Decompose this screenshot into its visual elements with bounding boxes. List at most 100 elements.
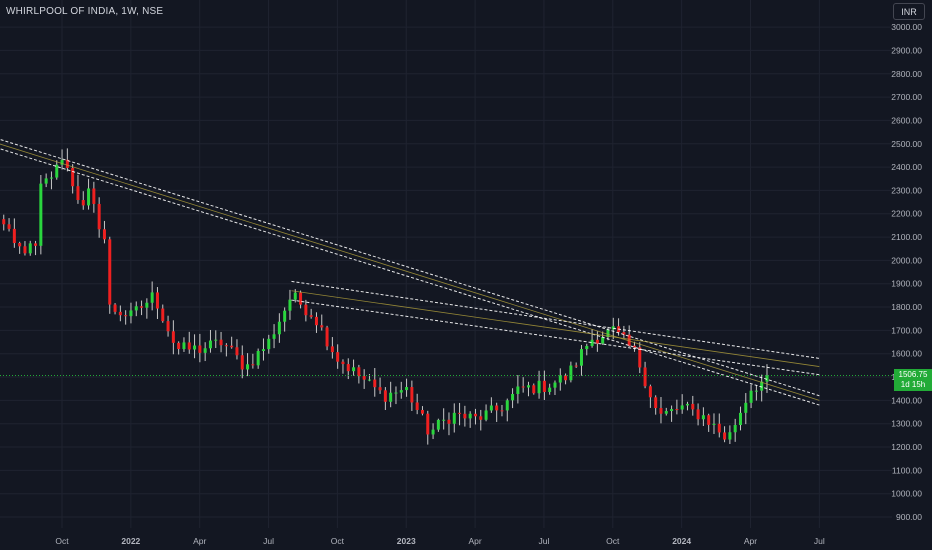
candle-body — [765, 375, 769, 382]
candle-body — [691, 403, 695, 410]
candle-body — [426, 413, 430, 435]
candle-body — [288, 299, 292, 311]
candle-body — [383, 390, 387, 402]
y-tick-label: 1100.00 — [892, 465, 922, 475]
candle-body — [744, 402, 748, 413]
y-tick-label: 2800.00 — [891, 69, 922, 79]
candle-body — [500, 410, 504, 412]
candle-body — [664, 411, 668, 414]
candle-body — [240, 355, 244, 370]
time-axis[interactable]: Oct 2022 Apr Jul Oct 2023 Apr Jul Oct 2024 Apr Jul — [55, 536, 825, 546]
y-tick-label: 2200.00 — [891, 209, 922, 219]
candle-body — [458, 412, 462, 414]
candle-body — [23, 246, 27, 254]
candle-body — [60, 159, 64, 165]
candle-body — [18, 243, 22, 247]
candle-body — [71, 167, 75, 187]
candle-body — [622, 332, 626, 335]
candle-body — [330, 346, 334, 353]
trendline-dashed — [291, 299, 820, 376]
candle-body — [542, 380, 546, 392]
candle-body — [733, 424, 737, 433]
x-tick-label: Apr — [744, 536, 757, 546]
candle-body — [113, 304, 117, 312]
candle-body — [701, 415, 705, 420]
candle-body — [606, 329, 610, 337]
candle-body — [246, 364, 250, 370]
candle-body — [272, 334, 276, 339]
candle-body — [749, 390, 753, 403]
candle-body — [707, 415, 711, 425]
candle-body — [325, 327, 329, 347]
candle-body — [39, 183, 43, 246]
candle-body — [76, 186, 80, 201]
candle-body — [479, 416, 483, 420]
candle-body — [537, 380, 541, 394]
y-tick-label: 2600.00 — [891, 115, 922, 125]
candle-body — [728, 432, 732, 440]
x-tick-label: Oct — [55, 536, 69, 546]
candle-body — [198, 345, 202, 353]
candle-body — [309, 315, 313, 317]
candlestick-series — [2, 148, 769, 445]
candle-body — [489, 405, 493, 411]
currency-button[interactable]: INR — [893, 3, 925, 20]
candle-body — [415, 402, 419, 410]
x-tick-label: Jul — [539, 536, 550, 546]
candle-body — [659, 408, 663, 414]
candle-body — [320, 325, 324, 328]
candle-body — [155, 292, 159, 309]
candle-body — [219, 339, 223, 346]
candle-body — [420, 409, 424, 414]
candle-body — [150, 292, 154, 303]
candle-body — [526, 385, 530, 388]
candle-body — [251, 364, 255, 366]
x-tick-label: Oct — [606, 536, 620, 546]
candle-body — [373, 379, 377, 388]
candle-body — [367, 379, 371, 381]
candle-body — [187, 342, 191, 350]
y-tick-label: 1000.00 — [891, 489, 922, 499]
candle-body — [463, 413, 467, 419]
candle-body — [208, 340, 212, 349]
candle-body — [2, 219, 6, 225]
candle-body — [754, 390, 758, 392]
candle-body — [214, 339, 218, 341]
y-tick-label: 1800.00 — [891, 302, 922, 312]
candle-body — [399, 390, 403, 393]
candle-body — [224, 345, 228, 347]
candle-body — [447, 419, 451, 424]
candle-body — [304, 304, 308, 316]
y-tick-label: 1600.00 — [891, 349, 922, 359]
candle-body — [495, 405, 499, 411]
candle-body — [140, 306, 144, 308]
y-tick-label: 1900.00 — [891, 279, 922, 289]
candle-body — [65, 159, 69, 168]
candle-body — [516, 386, 520, 395]
chart-grid — [0, 0, 892, 528]
y-tick-label: 2500.00 — [891, 139, 922, 149]
candle-body — [161, 308, 165, 322]
candle-body — [484, 410, 488, 420]
candle-body — [87, 188, 91, 206]
candle-body — [92, 188, 96, 204]
candle-body — [102, 229, 106, 240]
candle-body — [654, 397, 658, 409]
candle-body — [648, 386, 652, 398]
candle-body — [675, 409, 679, 411]
candle-body — [134, 306, 138, 311]
trendline-dashed — [0, 148, 820, 406]
x-tick-label: 2022 — [121, 536, 140, 546]
candle-body — [346, 364, 350, 372]
candle-body — [261, 349, 265, 351]
candle-body — [267, 338, 271, 350]
candle-body — [389, 392, 393, 402]
trendline-dashed — [291, 280, 820, 359]
price-axis[interactable]: 3000.00 2900.00 2800.00 2700.00 2600.00 2500.… — [891, 22, 922, 522]
candle-body — [34, 243, 38, 246]
candle-body — [452, 412, 456, 424]
candle-body — [405, 387, 409, 391]
trendline-dashed — [0, 138, 820, 397]
candle-body — [638, 347, 642, 368]
